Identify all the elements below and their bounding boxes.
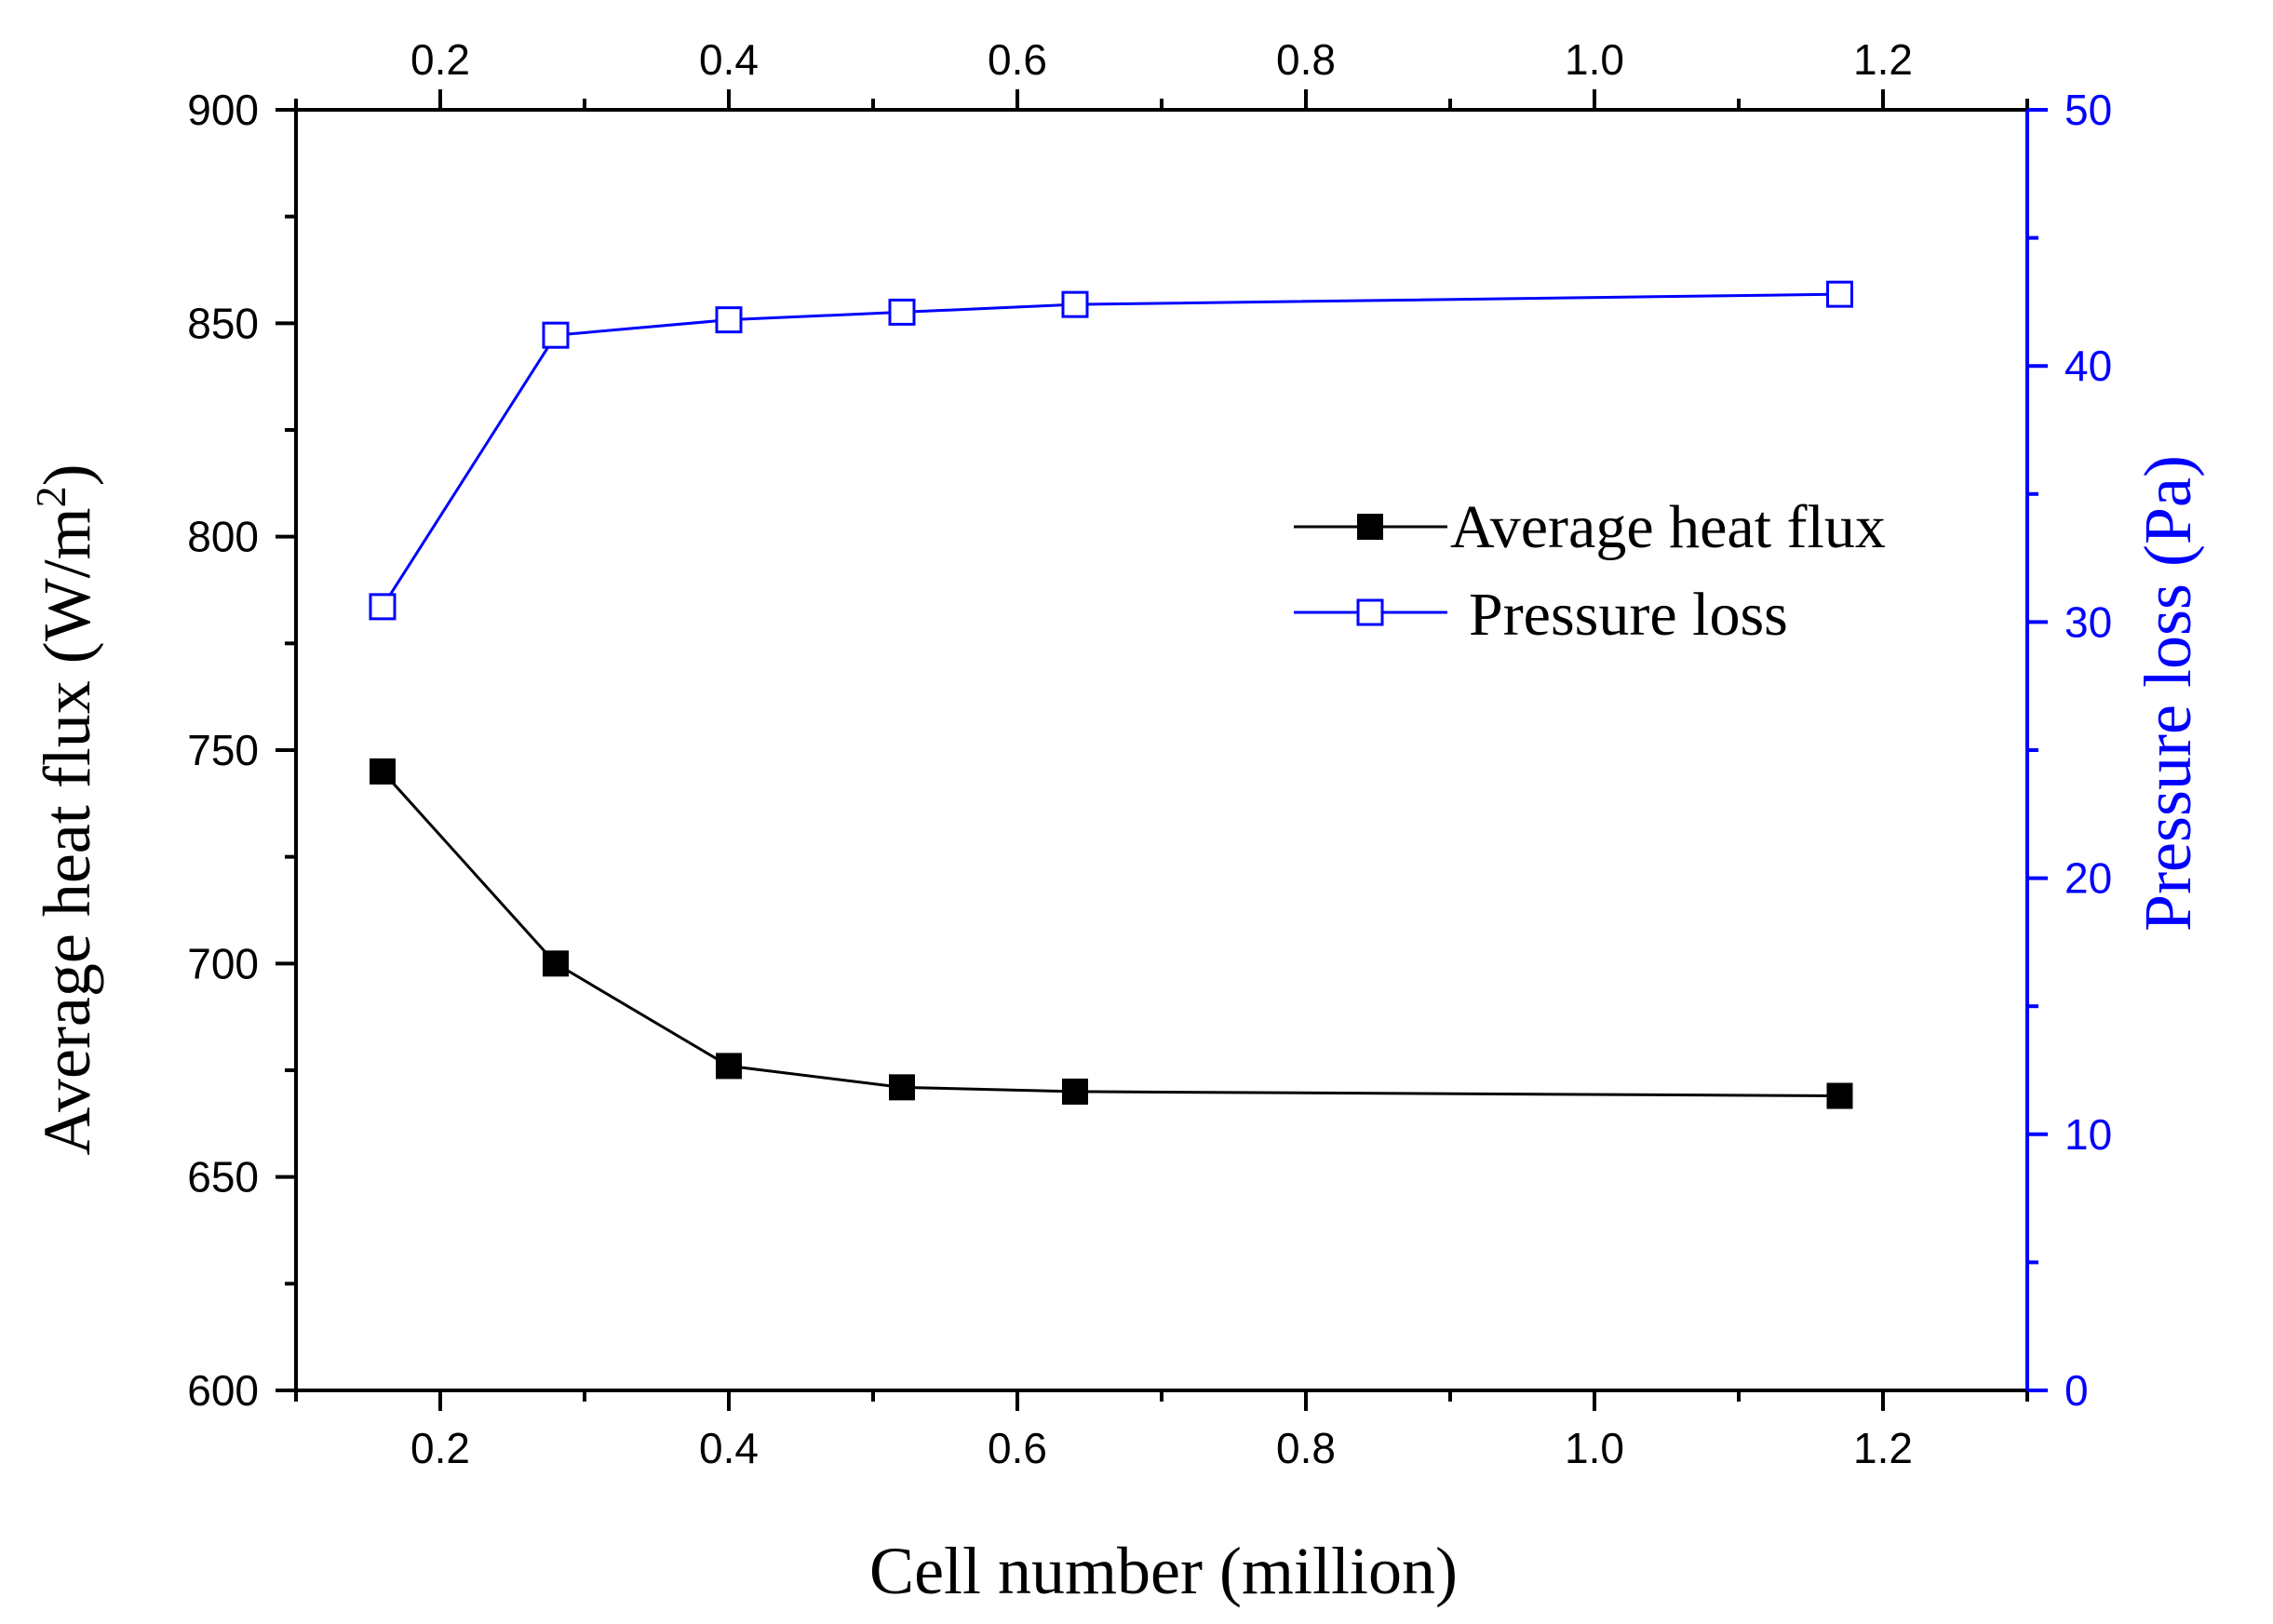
x-bottom-tick-label: 0.8 <box>1276 1424 1336 1472</box>
x-bottom-tick-label: 0.4 <box>699 1424 759 1472</box>
pressure-loss-point <box>1061 290 1089 318</box>
y-right-tick-label: 10 <box>2065 1110 2112 1159</box>
series-layer <box>369 280 1853 1109</box>
heat-flux-point <box>543 950 569 977</box>
y-right-tick-label: 50 <box>2065 86 2112 134</box>
y-right-axis-title: Pressure loss (Pa) <box>2131 455 2205 932</box>
heat-flux-point <box>1826 1082 1853 1109</box>
heat-flux-point <box>370 758 396 785</box>
y-left-tick-label: 900 <box>187 86 259 134</box>
y-left-axis-title: Average heat flux (W/m2) <box>27 463 104 1155</box>
pressure-loss-point <box>715 306 743 334</box>
x-top-tick-label: 1.0 <box>1565 35 1624 84</box>
plot-frame <box>294 108 2029 1392</box>
legend-label-pressure-loss: Pressure loss <box>1469 581 1788 649</box>
legend-label-heat-flux: Average heat flux <box>1450 493 1886 561</box>
y-right-tick-label: 40 <box>2065 342 2112 390</box>
heat-flux-point <box>716 1053 742 1080</box>
pressure-loss-point <box>369 593 397 621</box>
axis-ticks: 0.2 0.2 0.4 0.4 0.6 0.6 0.8 0.8 1.0 1.0 1.2 1.2 600 6… <box>187 35 2112 1472</box>
x-axis-title: Cell number (million) <box>869 1534 1458 1608</box>
y-left-tick-label: 850 <box>187 299 259 347</box>
legend: Average heat flux Pressure loss <box>1294 493 1886 649</box>
pressure-loss-line <box>381 292 1840 608</box>
y-right-tick-label: 0 <box>2065 1366 2089 1415</box>
pressure-loss-point <box>888 298 916 326</box>
y-left-tick-label: 800 <box>187 513 259 561</box>
pressure-loss-point <box>542 321 570 349</box>
heat-flux-point <box>889 1074 915 1101</box>
y-left-tick-label: 750 <box>187 726 259 774</box>
x-top-tick-label: 1.2 <box>1853 35 1913 84</box>
x-bottom-tick-label: 1.0 <box>1565 1424 1624 1472</box>
legend-marker-pressure-loss <box>1356 598 1384 626</box>
heat-flux-line <box>381 770 1840 1098</box>
y-right-tick-label: 30 <box>2065 597 2112 646</box>
x-top-tick-label: 0.4 <box>699 35 759 84</box>
x-bottom-tick-label: 0.6 <box>988 1424 1047 1472</box>
y-left-tick-label: 700 <box>187 939 259 987</box>
y-right-tick-label: 20 <box>2065 854 2112 903</box>
y-left-tick-label: 600 <box>187 1366 259 1415</box>
legend-marker-heat-flux <box>1357 514 1383 540</box>
y-left-axis-title-superscript: 2 <box>27 486 74 507</box>
x-top-tick-label: 0.6 <box>988 35 1047 84</box>
x-bottom-tick-label: 1.2 <box>1853 1424 1913 1472</box>
x-top-tick-label: 0.2 <box>410 35 470 84</box>
pressure-loss-point <box>1826 280 1853 308</box>
x-bottom-tick-label: 0.2 <box>410 1424 470 1472</box>
x-top-tick-label: 0.8 <box>1276 35 1336 84</box>
heat-flux-point <box>1062 1078 1088 1105</box>
y-left-tick-label: 650 <box>187 1153 259 1201</box>
